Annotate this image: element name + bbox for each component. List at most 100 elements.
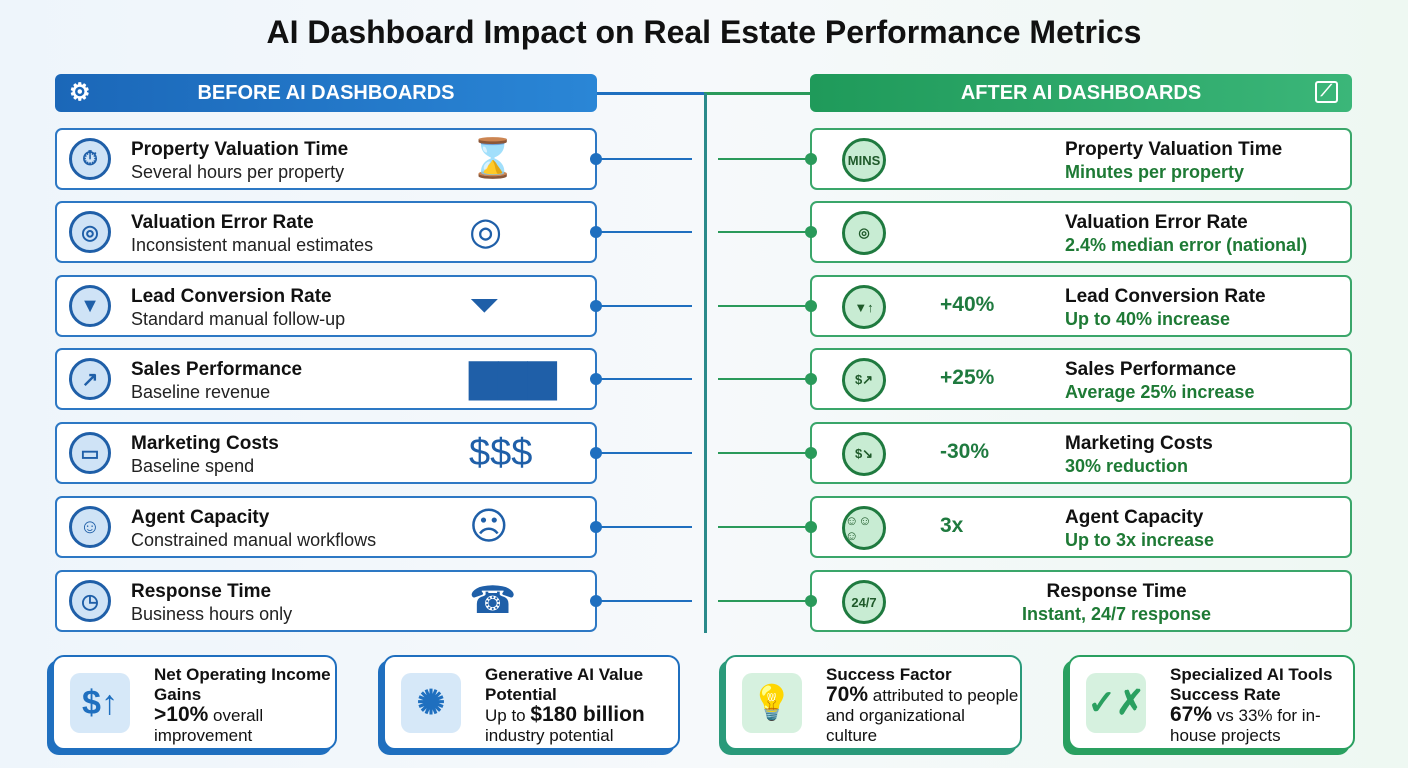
summary-card: ✓✗ Specialized AI Tools Success Rate 67%… xyxy=(1068,655,1355,750)
connector-dot xyxy=(805,226,817,238)
summary-title: Specialized AI Tools Success Rate xyxy=(1170,665,1333,704)
metric-desc: Several hours per property xyxy=(131,162,345,182)
handshake-idea-icon: 💡 xyxy=(742,673,802,733)
connector-line xyxy=(597,231,692,233)
scattered-target-icon: ◎ xyxy=(469,211,503,253)
metric-title: Property Valuation Time xyxy=(131,139,349,160)
connector-dot xyxy=(805,595,817,607)
metric-title: Sales Performance xyxy=(131,359,303,380)
before-card: ↗ Sales Performance Baseline revenue ▇▇▇ xyxy=(55,348,602,410)
wallet-icon: ▭ xyxy=(69,432,111,474)
funnel-up-icon: ▼↑ xyxy=(842,285,886,329)
connector-line xyxy=(597,378,692,380)
connector-dot xyxy=(590,300,602,312)
metric-desc: Minutes per property xyxy=(1065,162,1245,182)
metric-desc: 2.4% median error (national) xyxy=(1065,235,1308,255)
building-growth-icon: $↑ xyxy=(70,673,130,733)
metric-desc: Business hours only xyxy=(131,604,293,624)
connector-dot xyxy=(590,373,602,385)
connector-dot xyxy=(805,153,817,165)
connector-line xyxy=(718,231,810,233)
metric-title: Lead Conversion Rate xyxy=(131,286,332,307)
metric-title: Sales Performance xyxy=(1065,359,1237,380)
after-card: ☺☺☺ 3x Agent Capacity Up to 3x increase xyxy=(805,496,1352,558)
metric-title: Marketing Costs xyxy=(131,433,279,454)
connector-line xyxy=(718,378,810,380)
funnel-icon: ⏷ xyxy=(469,285,500,327)
after-card: $↗ +25% Sales Performance Average 25% in… xyxy=(805,348,1352,410)
summary-text: industry potential xyxy=(485,726,614,745)
metric-desc: 30% reduction xyxy=(1065,456,1189,476)
metric-change: +25% xyxy=(940,366,995,389)
connector-dot xyxy=(590,595,602,607)
before-header: ⚙ BEFORE AI DASHBOARDS xyxy=(55,74,597,112)
fast-stopwatch-icon: MINS xyxy=(842,138,886,182)
before-card: ▭ Marketing Costs Baseline spend $$$ xyxy=(55,422,602,484)
clock-icon: ◷ xyxy=(69,580,111,622)
money-bag-down-icon: $↘ xyxy=(842,432,886,476)
three-agents-icon: ☺☺☺ xyxy=(842,506,886,550)
before-card: ▼ Lead Conversion Rate Standard manual f… xyxy=(55,275,602,337)
metric-change: +40% xyxy=(940,293,995,316)
summary-card: 💡 Success Factor 70% attributed to peopl… xyxy=(724,655,1022,750)
funnel-icon: ▼ xyxy=(69,285,111,327)
summary-text: overall improvement xyxy=(154,706,264,745)
bullseye-icon: ◎ xyxy=(842,211,886,255)
metric-desc: Inconsistent manual estimates xyxy=(131,235,374,255)
connector-dot xyxy=(590,521,602,533)
connector-dot xyxy=(590,153,602,165)
summary-title: Success Factor xyxy=(826,665,952,684)
metric-title: Valuation Error Rate xyxy=(131,212,314,233)
metric-change: -30% xyxy=(940,440,990,463)
metric-desc: Average 25% increase xyxy=(1065,382,1255,402)
clocks-hourglass-icon: ⌛ xyxy=(469,138,517,180)
after-card: ▼↑ +40% Lead Conversion Rate Up to 40% i… xyxy=(805,275,1352,337)
after-card: 24/7 Response Time Instant, 24/7 respons… xyxy=(805,570,1352,632)
connector-dot xyxy=(590,447,602,459)
metric-title: Marketing Costs xyxy=(1065,433,1213,454)
metric-desc: Instant, 24/7 response xyxy=(1022,604,1212,624)
summary-card: ✺ Generative AI Value Potential Up to $1… xyxy=(383,655,680,750)
connector-dot xyxy=(805,521,817,533)
after-card: MINS Property Valuation Time Minutes per… xyxy=(805,128,1352,190)
before-header-label: BEFORE AI DASHBOARDS xyxy=(197,81,455,104)
metric-title: Property Valuation Time xyxy=(1065,139,1283,160)
metric-desc: Up to 40% increase xyxy=(1065,309,1231,329)
bar-chart-icon: ▇▇▇ xyxy=(469,358,557,400)
summary-value: >10% xyxy=(154,703,209,726)
agent-icon: ☺ xyxy=(69,506,111,548)
center-divider xyxy=(704,93,707,633)
connector-line xyxy=(718,600,810,602)
gears-icon: ⚙ xyxy=(69,79,91,106)
connector-line xyxy=(597,92,707,95)
before-card: ◎ Valuation Error Rate Inconsistent manu… xyxy=(55,201,602,263)
metric-desc: Standard manual follow-up xyxy=(131,309,346,329)
money-bags-icon: $$$ xyxy=(469,432,533,474)
connector-line xyxy=(718,305,810,307)
before-card: ☺ Agent Capacity Constrained manual work… xyxy=(55,496,602,558)
summary-text: attributed to people and organizational … xyxy=(826,686,1019,745)
metric-change: 3x xyxy=(940,514,964,537)
after-header: AFTER AI DASHBOARDS ⟋ xyxy=(810,74,1352,112)
metric-title: Response Time xyxy=(1046,581,1187,602)
monitor-chart-icon: ⟋ xyxy=(1314,81,1338,103)
summary-title: Net Operating Income Gains xyxy=(154,665,331,704)
connector-line xyxy=(718,526,810,528)
page-title: AI Dashboard Impact on Real Estate Perfo… xyxy=(266,14,1142,50)
before-card: ⏱ Property Valuation Time Several hours … xyxy=(55,128,602,190)
metric-desc: Up to 3x increase xyxy=(1065,530,1215,550)
connector-line xyxy=(718,158,810,160)
target-icon: ◎ xyxy=(69,211,111,253)
connector-line xyxy=(597,158,692,160)
summary-prefix: Up to xyxy=(485,706,526,725)
summary-value: 70% xyxy=(826,683,869,706)
paperwork-agent-icon: ☹ xyxy=(469,506,509,548)
connector-line xyxy=(597,600,692,602)
metric-desc: Baseline spend xyxy=(131,456,255,476)
line-chart-icon: ↗ xyxy=(69,358,111,400)
after-card: ◎ Valuation Error Rate 2.4% median error… xyxy=(805,201,1352,263)
connector-dot xyxy=(805,447,817,459)
connector-line xyxy=(718,452,810,454)
metric-title: Agent Capacity xyxy=(131,507,270,528)
summary-card: $↑ Net Operating Income Gains >10% overa… xyxy=(52,655,337,750)
